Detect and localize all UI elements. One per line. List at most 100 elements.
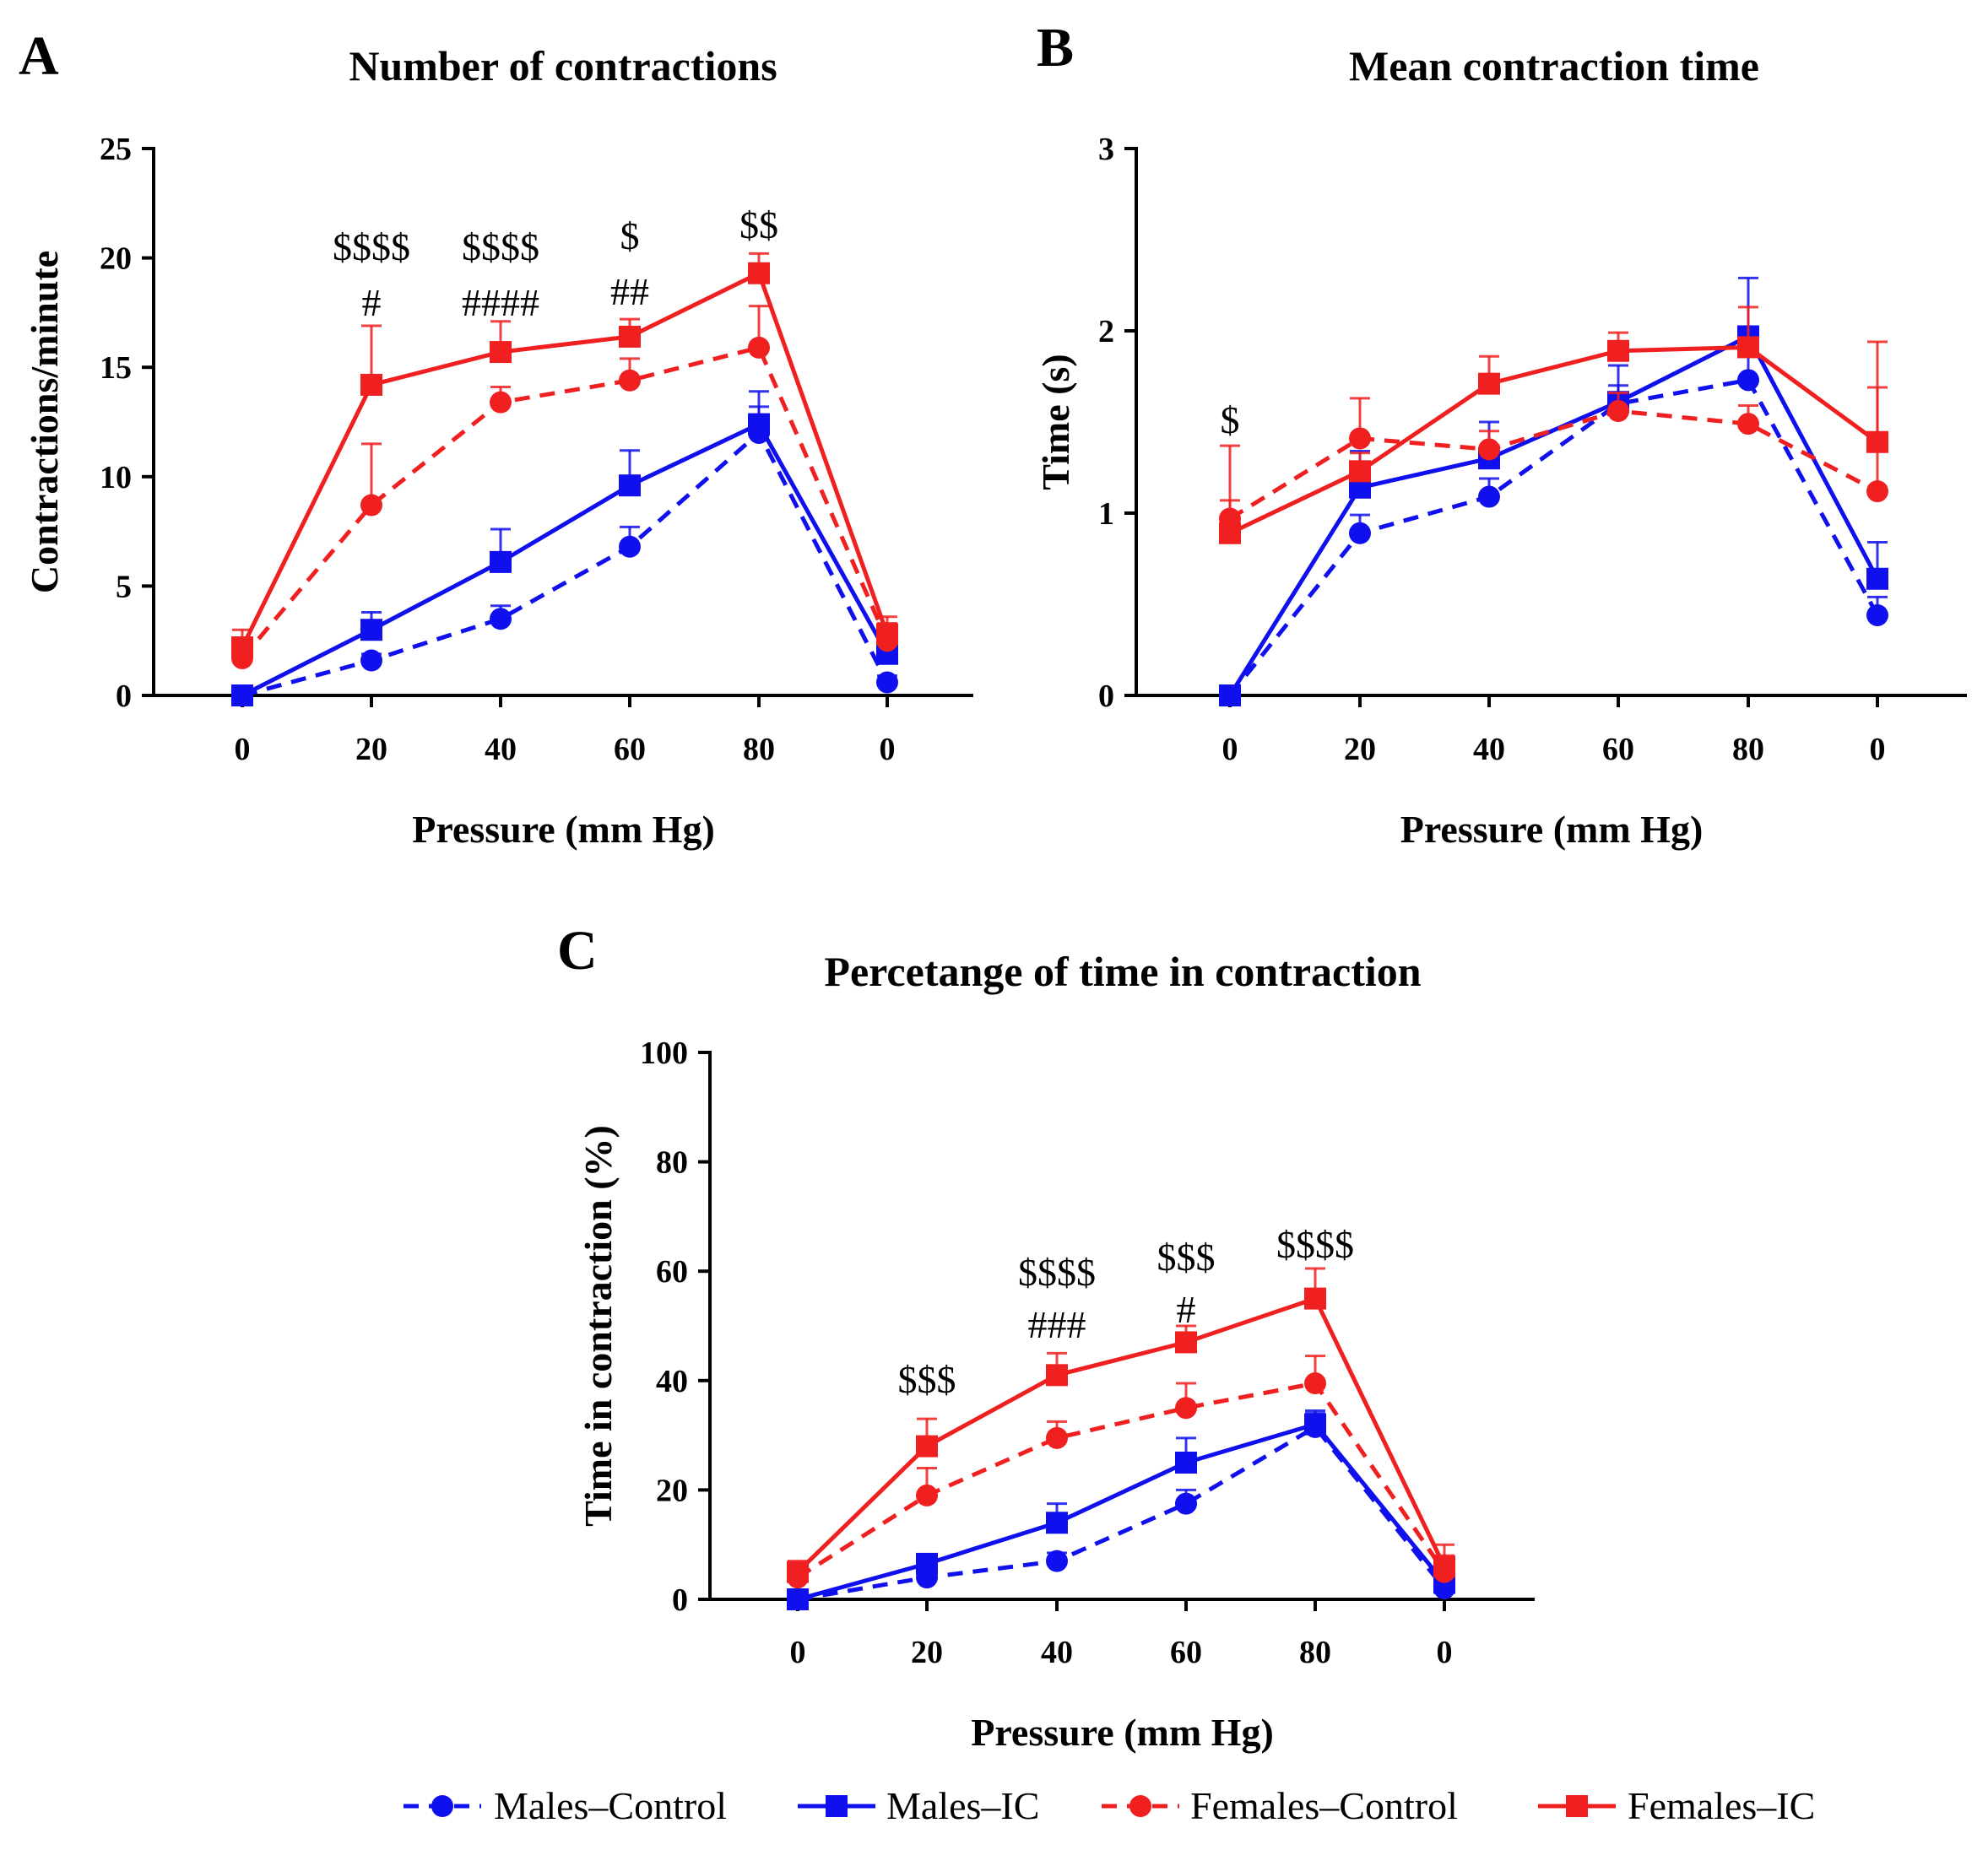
panel-c-x-tick-label: 60 [1170,1635,1202,1670]
panel-b-series-females-control-point [1607,400,1629,423]
panel-c-series-females-control-point [1046,1426,1068,1449]
panel-c: C Percetange of time in contraction 0 20 40… [557,920,1535,1754]
panel-b-y-tick-label: 1 [1098,496,1114,532]
panel-b-x-tick-label: 80 [1732,732,1764,767]
panel-a-series-females-ic-point [748,262,770,284]
panel-b-series-females-control-point [1737,413,1759,435]
panel-c-x-axis-label: Pressure (mm Hg) [971,1711,1274,1754]
panel-c-series-females-control-point [916,1484,938,1507]
panel-a-significance-marker: $ [620,214,640,257]
panel-a-series-males-control-line [241,430,890,698]
panel-b-series-females-ic-line [1228,344,1879,536]
panel-c-y-tick-label: 60 [656,1254,688,1290]
panel-b-series-males-control-point [1866,603,1888,626]
panel-b-series-males-control-point [1478,485,1500,508]
panel-a-series-males-ic-line [241,422,890,698]
panel-b-title: Mean contraction time [1349,42,1759,89]
panel-b-y-tick-label: 3 [1098,132,1114,167]
panel-a-series-males-ic-point [748,413,770,435]
panel-b-series-males-ic [1219,276,1888,706]
panel-a-y-tick-label: 10 [100,460,132,495]
panel-c-series-males-ic-point [916,1552,938,1575]
panel-a-significance-marker: # [362,281,382,324]
panel-c-y-tick-label: 20 [656,1473,688,1508]
panel-c-series-males-ic-point [1175,1452,1197,1474]
panel-a-significance-marker: $$ [739,203,778,246]
panel-a-y-tick-label: 5 [116,569,132,604]
panel-a-series-females-ic-line [240,271,890,649]
panel-a-significance-marker: $$$$ [462,225,539,268]
panel-c-significance-marker: $$$$ [1276,1223,1354,1266]
panel-b-x-tick-label: 60 [1602,732,1634,767]
panel-b-y-axis-label: Time (s) [1034,354,1077,490]
panel-a-series-males-control [231,405,898,706]
panel-a-series-males-control-point [876,671,898,694]
panel-b-series-males-ic-point [1866,567,1888,590]
panel-a-y-tick-label: 20 [100,241,132,277]
panel-a-series-females-control-line [241,345,890,660]
panel-c-series-females-ic-line [796,1296,1447,1574]
panel-c-x-tick-label: 0 [790,1635,806,1670]
legend-item-females-control: Females–Control [1102,1784,1458,1827]
panel-a: A Number of contractions 0 5 10 15 20 25 0 20 40 6… [19,25,973,851]
panel-a-y-axis-label: Contractions/minute [23,251,66,593]
panel-a-y-tick-label: 15 [100,350,132,386]
panel-c-series-females-ic-point [787,1561,809,1583]
panel-c-significance-marker: # [1177,1288,1196,1331]
panel-b-series-females-ic-point [1478,372,1500,395]
panel-a-significance-marker: $$$$ [333,225,410,268]
panel-a-title: Number of contractions [349,42,777,89]
panel-a-x-tick-label: 20 [355,732,387,767]
panel-c-significance-marker: $$$ [898,1358,956,1401]
panel-b-y-tick-label: 0 [1098,679,1114,714]
panel-b-series-females-ic [1219,306,1888,544]
panel-a-series-females-ic-point [490,341,512,364]
panel-a-series-females-control-point [748,336,770,359]
panel-a-x-tick-label: 0 [235,732,251,767]
panel-b-x-tick-label: 0 [1870,732,1886,767]
legend-item-females-ic-label: Females–IC [1628,1784,1815,1827]
panel-c-x-tick-label: 20 [911,1635,943,1670]
panel-a-x-tick-label: 80 [743,732,775,767]
panel-c-y-tick-label: 80 [656,1145,688,1181]
panel-b-series-females-ic-point [1866,430,1888,453]
panel-c-significance-marker: $$$$ [1018,1251,1096,1294]
panel-c-label: C [557,920,598,982]
legend-item-males-control-label: Males–Control [494,1784,727,1827]
panel-c-y-axis-label: Time in contraction (%) [577,1125,620,1527]
panel-c-series-females-ic-point [1433,1555,1455,1578]
panel-c-series-males-ic-point [787,1588,809,1610]
panel-a-y-tick-label: 0 [116,679,132,714]
panel-b-series-males-control [1219,351,1888,706]
panel-c-series-males-control-point [1046,1550,1068,1572]
panel-b-series-females-ic-point [1219,522,1241,544]
panel-c-x-tick-label: 0 [1437,1635,1453,1670]
legend-item-males-control: Males–Control [404,1784,727,1827]
legend-item-males-ic: Males–IC [798,1784,1039,1827]
panel-c-series-females-ic-point [1304,1287,1326,1310]
panel-b: B Mean contraction time 0 1 2 3 0 20 40 60 80 0 Pre… [1034,17,1967,851]
panel-b-x-axis-label: Pressure (mm Hg) [1400,808,1704,851]
panel-a-series-males-ic [231,390,898,706]
panel-a-significance-marker: #### [462,281,539,324]
panel-a-series-females-control-point [360,494,382,517]
panel-c-series-females-control-point [1175,1397,1197,1420]
legend-item-males-ic-swatch-marker [826,1795,848,1817]
panel-a-series-females-ic-point [360,373,382,396]
panel-b-series-females-control-point [1866,480,1888,503]
panel-a-x-axis-label: Pressure (mm Hg) [412,808,715,851]
panel-c-y-tick-label: 40 [656,1364,688,1399]
panel-c-x-tick-label: 40 [1041,1635,1073,1670]
panel-a-series-females-ic-point [619,325,641,348]
panel-a-series-males-control-point [490,608,512,630]
panel-c-series-females-ic-point [1046,1364,1068,1387]
panel-b-series-males-ic-point [1219,684,1241,706]
panel-b-series-females-ic-point [1349,460,1371,483]
panel-a-x-tick-label: 60 [614,732,646,767]
panel-b-y-tick-label: 2 [1098,314,1114,349]
panel-a-series-males-ic-point [231,684,253,706]
panel-c-series-females-control-point [1304,1372,1326,1395]
panel-a-series-females-ic [231,252,898,658]
panel-c-series-males-control [787,1412,1455,1610]
